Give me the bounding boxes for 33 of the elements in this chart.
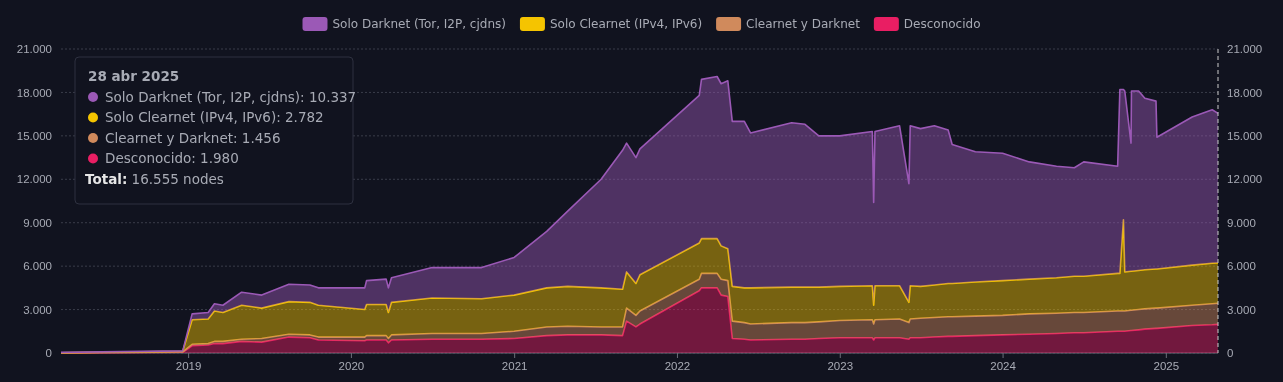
y-tick-label: 21.000 (16, 43, 52, 56)
legend-label: Solo Clearnet (IPv4, IPv6) (549, 17, 703, 31)
y2-tick-label: 9.000 (1227, 216, 1256, 229)
annotation: Solo Darknet (Tor, I2P, cjdns): 10.337 (105, 88, 357, 105)
y2-tick-label: 15.000 (1227, 130, 1263, 143)
y2-tick-label: 18.000 (1227, 86, 1263, 99)
y-tick-label: 9.000 (23, 216, 52, 229)
y-tick-label: 12.000 (16, 173, 52, 186)
y-tick-label: 6.000 (23, 260, 52, 273)
y2-tick-label: 21.000 (1227, 43, 1263, 56)
annotation: Solo Clearnet (IPv4, IPv6): 2.782 (105, 109, 324, 125)
y-tick-label: 3.000 (23, 303, 52, 316)
y2-tick-label: 12.000 (1227, 173, 1263, 186)
x-tick-label: 2019 (175, 360, 202, 373)
annotation: Total: 16.555 nodes (85, 170, 224, 187)
x-tick-label: 2022 (664, 360, 691, 373)
annotation: Clearnet y Darknet: 1.456 (105, 129, 281, 146)
legend-label: Solo Darknet (Tor, I2P, cjdns) (332, 17, 506, 31)
annotation: Desconocido: 1.980 (105, 150, 239, 166)
x-tick-label: 2025 (1153, 360, 1180, 373)
annotation: 28 abr 2025 (88, 68, 180, 84)
y-tick-label: 0 (45, 347, 52, 360)
x-tick-label: 2020 (338, 360, 365, 373)
y-tick-label: 18.000 (16, 86, 52, 99)
y2-tick-label: 6.000 (1227, 260, 1256, 273)
legend-label: Desconocido (903, 17, 981, 31)
x-tick-label: 2024 (990, 360, 1017, 373)
x-tick-label: 2023 (827, 360, 854, 373)
x-tick-label: 2021 (501, 360, 528, 373)
y2-tick-label: 3.000 (1227, 303, 1256, 316)
legend-label: Clearnet y Darknet (746, 17, 861, 31)
y2-tick-label: 0 (1227, 347, 1234, 360)
y-tick-label: 15.000 (16, 130, 52, 143)
